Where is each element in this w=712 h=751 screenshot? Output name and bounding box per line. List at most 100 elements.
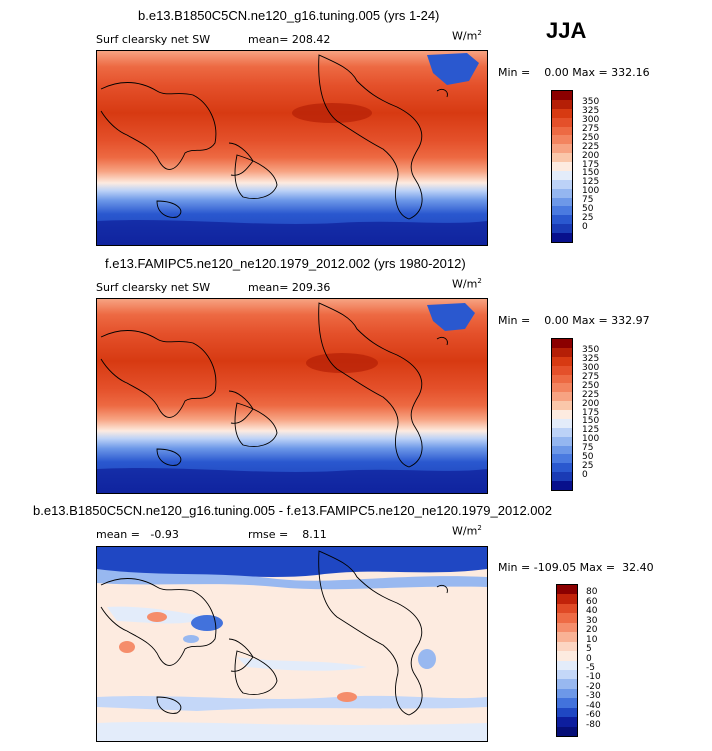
colorbar-label: 50 <box>582 451 594 462</box>
panel3-map-svg <box>97 547 487 741</box>
season-label: JJA <box>546 18 587 43</box>
panel1-units: W/m2 <box>452 29 482 43</box>
colorbar-swatch <box>557 726 577 736</box>
panel3-title: b.e13.B1850C5CN.ne120_g16.tuning.005 - f… <box>33 503 552 518</box>
colorbar-swatch <box>557 688 577 699</box>
panel1-map <box>96 50 488 246</box>
colorbar-label: 0 <box>582 221 588 232</box>
colorbar-swatch <box>552 401 572 410</box>
colorbar-label: 225 <box>582 389 600 400</box>
colorbar-label: 200 <box>582 150 600 161</box>
colorbar-label: 5 <box>586 644 592 655</box>
colorbar-swatch <box>552 99 572 109</box>
colorbar-swatch <box>552 463 572 473</box>
colorbar-swatch <box>552 233 572 242</box>
colorbar-label: 275 <box>582 371 600 382</box>
colorbar-label: -20 <box>586 681 601 692</box>
panel2-colorbar <box>551 338 573 491</box>
colorbar-label: 250 <box>582 380 600 391</box>
colorbar-label: -10 <box>586 672 601 683</box>
colorbar-label: 40 <box>586 606 598 617</box>
colorbar-label: 80 <box>586 587 598 598</box>
colorbar-swatch <box>557 622 577 633</box>
colorbar-swatch <box>552 347 572 357</box>
colorbar-swatch <box>557 679 577 689</box>
colorbar-swatch <box>552 135 572 145</box>
colorbar-swatch <box>557 717 577 727</box>
colorbar-swatch <box>552 179 572 189</box>
colorbar-swatch <box>557 651 577 661</box>
colorbar-label: 30 <box>586 615 598 626</box>
colorbar-label: 150 <box>582 168 600 179</box>
colorbar-label: 100 <box>582 186 600 197</box>
colorbar-label: 300 <box>582 115 600 126</box>
panel1-variable: Surf clearsky net SW <box>96 33 211 46</box>
panel3-mean: mean = -0.93 <box>96 528 179 541</box>
colorbar-label: 0 <box>582 469 588 480</box>
colorbar-label: 75 <box>582 443 594 454</box>
panel3-colorbar <box>556 584 578 737</box>
colorbar-swatch <box>552 445 572 455</box>
colorbar-swatch <box>552 365 572 375</box>
colorbar-label: -80 <box>586 719 601 730</box>
colorbar-swatch <box>552 481 572 490</box>
colorbar-swatch <box>552 427 572 437</box>
panel2-mean: mean= 209.36 <box>248 281 331 294</box>
colorbar-swatch <box>552 162 572 171</box>
colorbar-swatch <box>552 356 572 366</box>
panel2-title: f.e13.FAMIPC5.ne120_ne120.1979_2012.002 … <box>105 256 466 271</box>
panel2-map-svg <box>97 299 487 493</box>
colorbar-swatch <box>552 383 572 393</box>
colorbar-swatch <box>552 126 572 136</box>
colorbar-swatch <box>552 206 572 216</box>
colorbar-swatch <box>552 108 572 118</box>
colorbar-label: 250 <box>582 132 600 143</box>
colorbar-label: 200 <box>582 398 600 409</box>
colorbar-label: 60 <box>586 596 598 607</box>
colorbar-swatch <box>557 641 577 652</box>
colorbar-label: 300 <box>582 363 600 374</box>
colorbar-swatch <box>552 392 572 402</box>
colorbar-label: 275 <box>582 123 600 134</box>
colorbar-swatch <box>557 613 577 623</box>
panel1-title: b.e13.B1850C5CN.ne120_g16.tuning.005 (yr… <box>138 8 440 23</box>
panel3-rmse: rmse = 8.11 <box>248 528 327 541</box>
panel1-map-svg <box>97 51 487 245</box>
colorbar-swatch <box>552 188 572 198</box>
colorbar-label: 125 <box>582 177 600 188</box>
colorbar-label: 150 <box>582 416 600 427</box>
colorbar-label: 25 <box>582 212 594 223</box>
colorbar-swatch <box>557 698 577 708</box>
colorbar-swatch <box>557 707 577 718</box>
colorbar-swatch <box>557 660 577 670</box>
colorbar-label: 20 <box>586 625 598 636</box>
colorbar-label: 0 <box>586 653 592 664</box>
colorbar-label: -30 <box>586 691 601 702</box>
colorbar-swatch <box>552 117 572 127</box>
colorbar-swatch <box>552 436 572 446</box>
panel2-minmax: Min = 0.00 Max = 332.97 <box>498 314 650 327</box>
colorbar-label: 25 <box>582 460 594 471</box>
colorbar-swatch <box>552 215 572 225</box>
colorbar-swatch <box>552 224 572 233</box>
colorbar-label: 325 <box>582 106 600 117</box>
panel2-units: W/m2 <box>452 277 482 291</box>
panel2-variable: Surf clearsky net SW <box>96 281 211 294</box>
colorbar-swatch <box>552 339 572 348</box>
colorbar-swatch <box>552 418 572 428</box>
colorbar-label: 175 <box>582 407 600 418</box>
colorbar-label: 325 <box>582 354 600 365</box>
colorbar-swatch <box>557 669 577 680</box>
colorbar-swatch <box>552 454 572 464</box>
colorbar-label: 125 <box>582 425 600 436</box>
colorbar-swatch <box>552 197 572 207</box>
colorbar-label: -40 <box>586 700 601 711</box>
colorbar-swatch <box>552 170 572 180</box>
panel3-map <box>96 546 488 742</box>
panel2-map <box>96 298 488 494</box>
colorbar-label: 350 <box>582 345 600 356</box>
colorbar-swatch <box>557 603 577 614</box>
panel1-minmax: Min = 0.00 Max = 332.16 <box>498 66 650 79</box>
colorbar-swatch <box>552 472 572 481</box>
colorbar-swatch <box>552 144 572 154</box>
